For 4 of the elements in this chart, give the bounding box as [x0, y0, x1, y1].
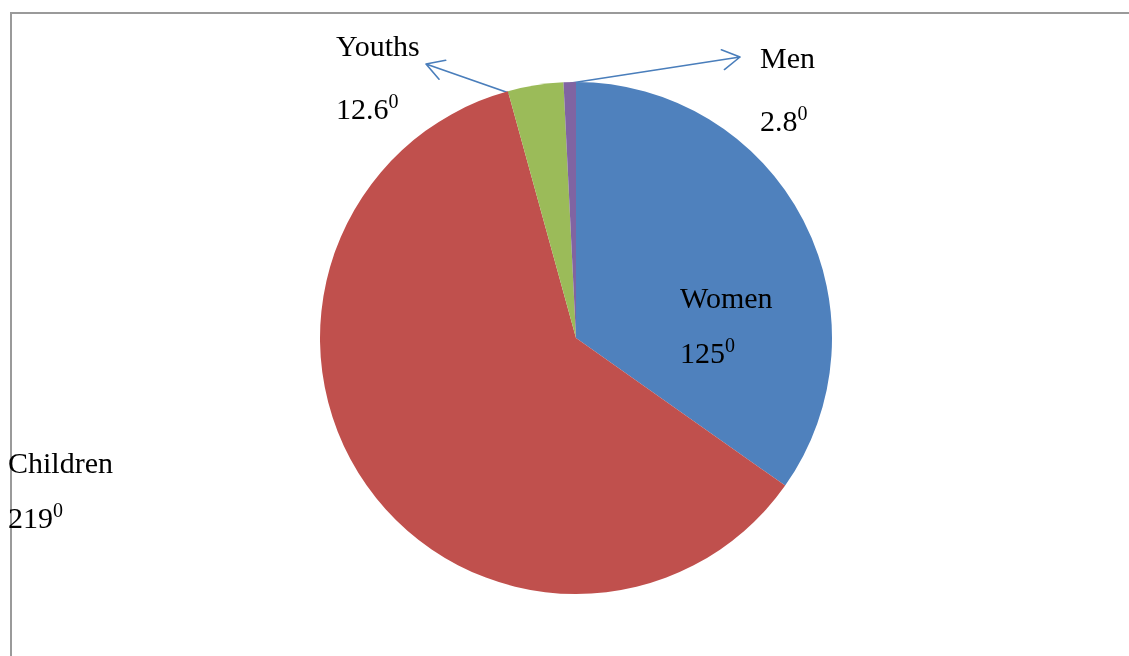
slice-label: Men [760, 40, 815, 74]
slice-label: Youths [336, 28, 420, 62]
slice-label: Women [680, 280, 773, 314]
slice-label: Children [8, 445, 113, 479]
